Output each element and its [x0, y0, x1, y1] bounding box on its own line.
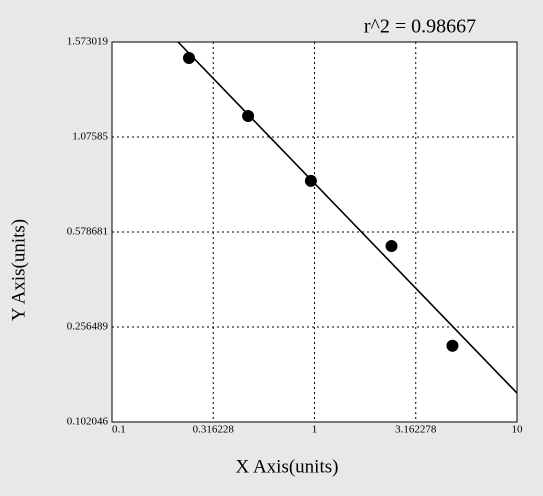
y-tick-label: 0.256489: [67, 321, 109, 333]
y-axis-title: Y Axis(units): [8, 219, 29, 321]
y-tick-label: 0.102046: [67, 416, 109, 428]
x-tick-label: 0.316228: [193, 424, 235, 436]
x-axis-title: X Axis(units): [236, 456, 339, 477]
point: [304, 174, 317, 187]
point: [385, 240, 398, 253]
y-tick-label: 0.578681: [67, 226, 108, 238]
y-tick-label: 1.07585: [72, 131, 108, 143]
x-tick-label: 10: [512, 424, 524, 436]
point: [182, 52, 195, 65]
x-tick-label: 1: [312, 424, 318, 436]
x-tick-label: 0.1: [112, 424, 126, 436]
annotation: r^2 = 0.98667: [364, 16, 476, 38]
y-tick-label: 1.573019: [67, 36, 109, 48]
x-tick-label: 3.162278: [395, 424, 437, 436]
point: [446, 339, 459, 352]
point: [242, 109, 255, 122]
fit-line: [177, 41, 518, 394]
